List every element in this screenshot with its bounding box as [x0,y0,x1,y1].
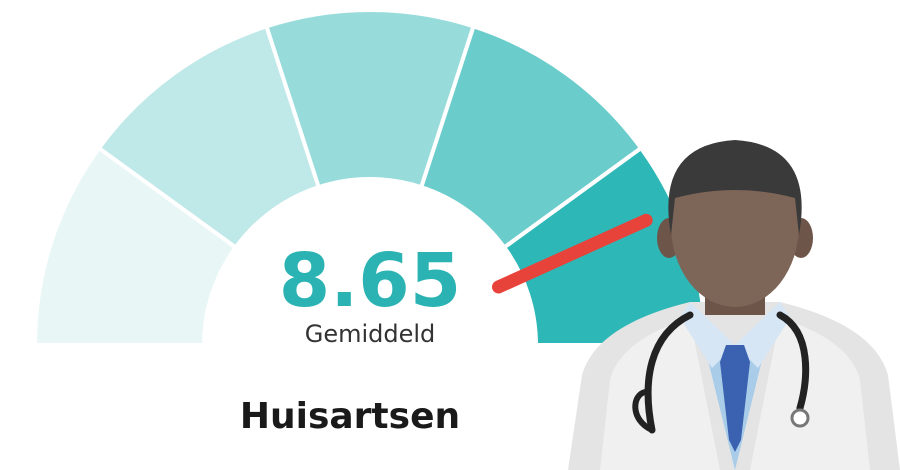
collar [735,302,790,368]
collar [680,302,735,368]
hair [668,140,802,235]
gauge-label: Gemiddeld [305,320,436,348]
doctor-illustration [568,140,900,470]
gauge-value: 8.65 [279,238,462,324]
gauge-needle [492,213,653,294]
chart-title: Huisartsen [240,396,460,437]
tie [720,345,750,452]
stethoscope-head [790,408,810,428]
stethoscope [776,311,810,412]
stethoscope [632,389,655,433]
gauge [32,8,708,347]
stethoscope [644,311,694,434]
coat-panel [600,318,720,470]
coat-panel [750,318,870,470]
